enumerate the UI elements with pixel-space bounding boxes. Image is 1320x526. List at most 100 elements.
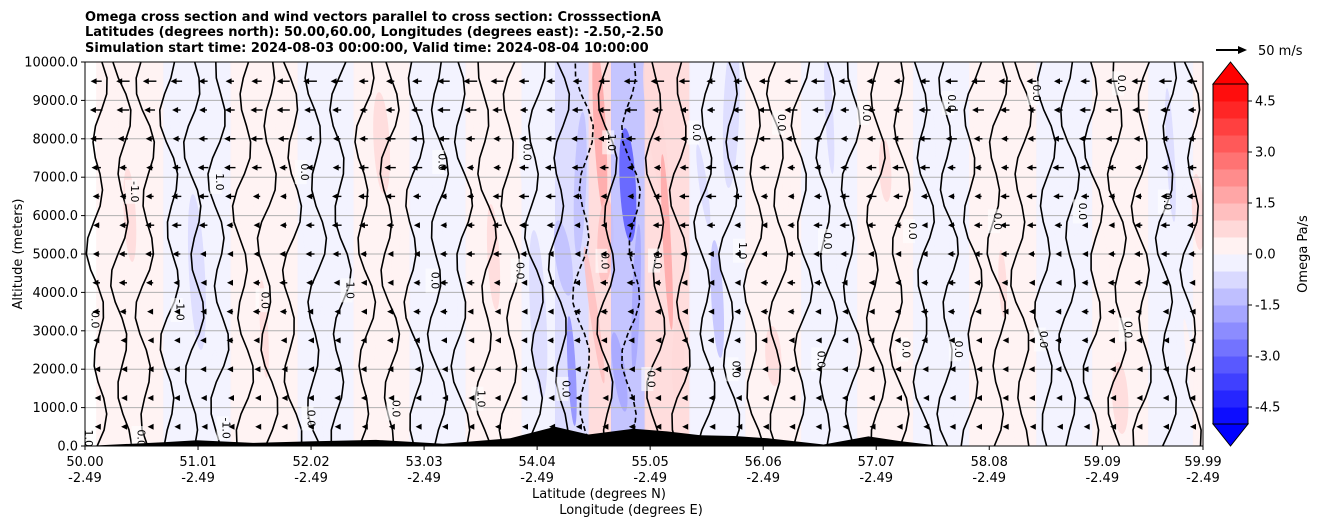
wind-vector (679, 193, 690, 200)
x-tick-label-lon: -2.49 (407, 471, 441, 486)
wind-vector-head (705, 164, 712, 171)
wind-vector-head (463, 78, 470, 85)
wind-vector (602, 395, 609, 401)
wind-vector (200, 395, 207, 401)
wind-vector (1108, 193, 1115, 200)
wind-vector-head (174, 308, 181, 315)
wind-vector (281, 366, 288, 373)
wind-vector (253, 337, 260, 344)
wind-vector-head (734, 279, 741, 286)
wind-vector (706, 107, 715, 113)
wind-vector (784, 78, 798, 85)
wind-vector-head (868, 337, 875, 344)
wind-vector (758, 107, 771, 113)
wind-vector (652, 107, 663, 113)
wind-vector (442, 395, 449, 401)
wind-vector (736, 423, 743, 430)
wind-vector (571, 164, 583, 171)
wind-vector (145, 135, 154, 142)
wind-vector (653, 135, 662, 142)
wind-vector-head (253, 337, 260, 344)
omega-streak (1093, 206, 1119, 364)
wind-vector-head (224, 135, 231, 142)
wind-vector-head (705, 193, 712, 200)
wind-vector-head (1162, 366, 1169, 373)
wind-vector (521, 366, 527, 373)
wind-vector-head (518, 193, 525, 200)
contour-label-bg (301, 406, 314, 431)
wind-vector-head (117, 135, 124, 142)
wind-vector (893, 107, 903, 113)
wind-vector (838, 78, 851, 85)
wind-vector-head (1029, 395, 1035, 401)
wind-vector (174, 308, 181, 315)
y-axis-label: Altitude (meters) (11, 199, 26, 310)
wind-vector-head (1131, 78, 1138, 85)
omega-streak (660, 154, 673, 330)
contour-line (109, 62, 133, 446)
wind-vector (787, 222, 795, 229)
wind-vector (1160, 193, 1170, 200)
omega-streak (696, 144, 711, 228)
wind-vector-head (1132, 107, 1139, 113)
wind-vector (1108, 308, 1116, 315)
wind-vector-head (787, 193, 794, 200)
wind-vector-head (306, 279, 313, 286)
wind-vector-head (358, 164, 365, 171)
wind-vector-head (492, 107, 499, 113)
wind-vector-head (733, 193, 739, 200)
wind-vector (198, 78, 208, 85)
wind-vector-head (544, 164, 551, 171)
wind-vector (813, 135, 822, 142)
wind-vector (868, 395, 875, 401)
wind-vector (413, 251, 420, 257)
x-tick-label-lat: 53.03 (405, 455, 442, 470)
wind-vector-head (947, 251, 954, 257)
wind-vector (171, 222, 182, 229)
wind-vector-head (625, 135, 632, 142)
wind-vector-head (707, 337, 714, 344)
wind-vector (547, 366, 554, 373)
wind-vector (1189, 366, 1196, 373)
wind-vector-head (998, 78, 1005, 85)
wind-vector (173, 395, 180, 401)
wind-vector-head (895, 251, 902, 257)
wind-vector-head (573, 193, 579, 200)
wind-vector-head (441, 366, 448, 373)
wind-vector-head (226, 222, 233, 229)
wind-vector-head (360, 337, 367, 344)
wind-vector (840, 164, 849, 171)
omega-streak (1129, 158, 1139, 264)
wind-vector-head (1000, 164, 1007, 171)
wind-vector-head (921, 279, 928, 286)
wind-vector (492, 222, 502, 229)
contour-line (865, 62, 887, 446)
wind-vector-head (626, 279, 633, 286)
wind-vector (1027, 107, 1036, 113)
wind-vector-head (276, 107, 283, 113)
wind-vector-head (892, 164, 899, 171)
wind-vector (280, 193, 287, 200)
wind-vector (144, 107, 155, 113)
wind-vector (1107, 164, 1116, 171)
wind-vector-head (1160, 222, 1167, 229)
contour-label-bg (510, 258, 523, 283)
wind-vector-head (921, 222, 928, 229)
wind-vector-head (279, 164, 286, 171)
colorbar-segment (1213, 254, 1248, 272)
wind-vector (120, 337, 127, 344)
omega-streak (187, 194, 206, 350)
wind-vector (441, 366, 448, 373)
wind-vector-head (490, 78, 497, 85)
wind-vector-head (652, 222, 659, 229)
wind-vector-head (253, 251, 260, 257)
wind-vector-head (1105, 78, 1112, 85)
wind-vector-head (334, 395, 341, 401)
wind-vector-head (893, 107, 900, 113)
wind-vector-head (386, 222, 393, 229)
wind-vector-head (308, 366, 315, 373)
wind-vector-head (760, 308, 767, 315)
wind-vector-head (814, 279, 820, 286)
wind-vector-head (734, 251, 741, 257)
wind-vector-head (841, 366, 848, 373)
